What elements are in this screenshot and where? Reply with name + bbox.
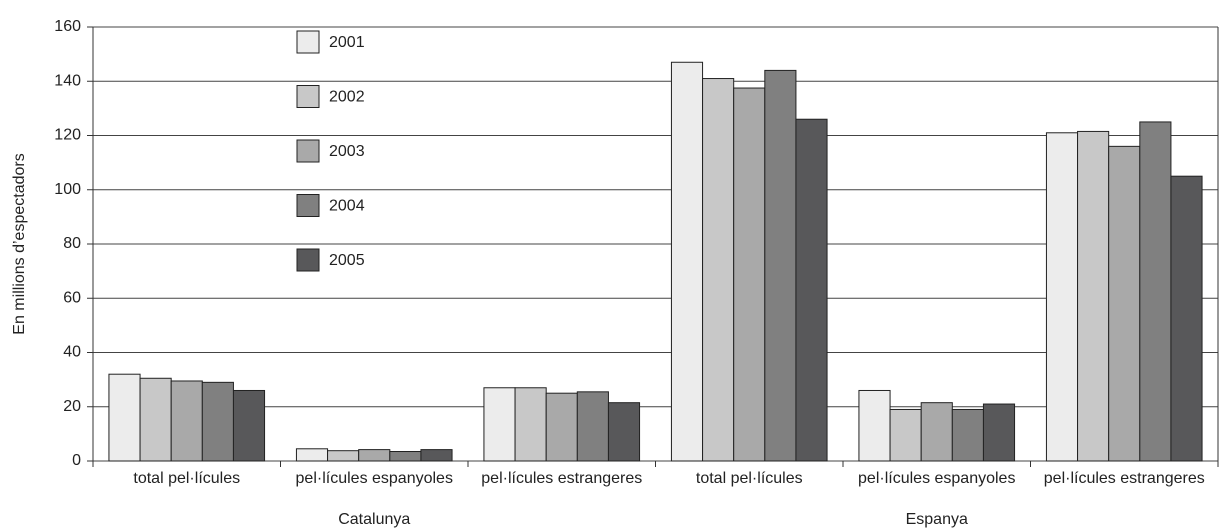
bar [327, 450, 360, 462]
bar [1139, 121, 1172, 462]
bar [232, 389, 266, 462]
y-tick-label: 120 [54, 127, 81, 144]
x-tick-label: pel·lícules estrangeres [481, 470, 642, 487]
x-tick-label: pel·lícules espanyoles [858, 470, 1015, 487]
x-tick-label: pel·lícules espanyoles [296, 470, 453, 487]
legend-swatch [296, 194, 320, 217]
legend-label: 2005 [329, 252, 365, 269]
bar [764, 69, 797, 462]
bar [514, 387, 547, 462]
x-tick-label: total pel·lícules [696, 470, 803, 487]
y-tick-label: 100 [54, 181, 81, 198]
legend-swatch [296, 85, 320, 108]
legend-label: 2001 [329, 34, 365, 51]
y-axis-label: En millions d’espectadors [11, 153, 28, 334]
legend-swatch [296, 248, 320, 272]
y-tick-label: 160 [54, 18, 81, 35]
legend-label: 2002 [329, 89, 365, 106]
bar [483, 387, 516, 462]
bar [295, 448, 329, 462]
y-tick-label: 0 [72, 452, 81, 469]
y-tick-label: 80 [63, 235, 81, 252]
y-tick-label: 40 [63, 344, 81, 361]
bar [1045, 132, 1079, 462]
bar [889, 408, 922, 462]
y-tick-label: 60 [63, 289, 81, 306]
bar [702, 78, 735, 462]
x-tick-label: pel·lícules estrangeres [1044, 470, 1205, 487]
group-label: Espanya [906, 511, 968, 528]
legend-swatch [296, 139, 320, 163]
bar [139, 377, 172, 462]
bar [576, 391, 609, 462]
bar [733, 87, 766, 462]
y-tick-label: 140 [54, 72, 81, 89]
group-label: Catalunya [338, 511, 410, 528]
bar [607, 402, 641, 462]
bar [951, 408, 984, 462]
bar [170, 380, 203, 462]
bar [982, 403, 1016, 462]
bar [389, 451, 422, 462]
legend-label: 2004 [329, 198, 365, 215]
bar [201, 381, 234, 462]
x-tick-label: total pel·lícules [133, 470, 240, 487]
bar [670, 61, 704, 462]
legend-swatch [296, 30, 320, 54]
bar [420, 449, 453, 462]
bar [1170, 175, 1203, 462]
bar [858, 389, 891, 462]
bar [795, 118, 828, 462]
bar [108, 373, 141, 462]
bar [1108, 145, 1141, 462]
bar [920, 402, 953, 462]
y-tick-label: 20 [63, 398, 81, 415]
bar [545, 392, 578, 462]
bar [1077, 130, 1110, 462]
bar [358, 449, 391, 462]
legend-label: 2003 [329, 143, 365, 160]
